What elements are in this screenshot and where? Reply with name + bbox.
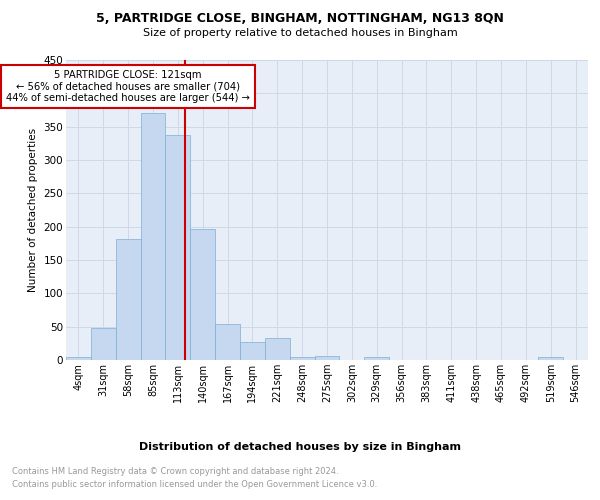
Bar — [66, 356, 91, 360]
Bar — [364, 356, 389, 360]
Bar — [140, 114, 166, 360]
Bar — [190, 228, 215, 360]
Text: Contains HM Land Registry data © Crown copyright and database right 2024.: Contains HM Land Registry data © Crown c… — [12, 468, 338, 476]
Text: 5 PARTRIDGE CLOSE: 121sqm
← 56% of detached houses are smaller (704)
44% of semi: 5 PARTRIDGE CLOSE: 121sqm ← 56% of detac… — [6, 70, 250, 103]
Bar — [314, 356, 340, 360]
Text: Size of property relative to detached houses in Bingham: Size of property relative to detached ho… — [143, 28, 457, 38]
Text: Distribution of detached houses by size in Bingham: Distribution of detached houses by size … — [139, 442, 461, 452]
Y-axis label: Number of detached properties: Number of detached properties — [28, 128, 38, 292]
Bar — [290, 356, 314, 360]
Bar — [215, 324, 240, 360]
Bar — [166, 134, 190, 360]
Bar — [265, 338, 290, 360]
Bar — [91, 328, 116, 360]
Text: Contains public sector information licensed under the Open Government Licence v3: Contains public sector information licen… — [12, 480, 377, 489]
Text: 5, PARTRIDGE CLOSE, BINGHAM, NOTTINGHAM, NG13 8QN: 5, PARTRIDGE CLOSE, BINGHAM, NOTTINGHAM,… — [96, 12, 504, 26]
Bar — [240, 342, 265, 360]
Bar — [116, 240, 140, 360]
Bar — [538, 358, 563, 360]
